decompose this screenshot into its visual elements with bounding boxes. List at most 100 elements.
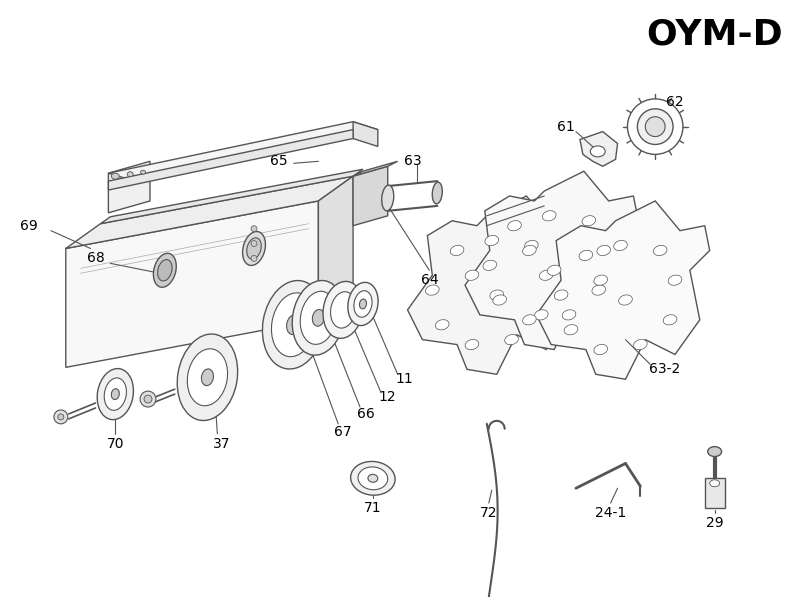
Polygon shape <box>536 201 710 379</box>
Ellipse shape <box>323 281 363 338</box>
Ellipse shape <box>350 461 395 495</box>
Ellipse shape <box>554 290 568 300</box>
Polygon shape <box>705 478 725 508</box>
Text: 72: 72 <box>480 506 498 520</box>
Ellipse shape <box>465 340 478 350</box>
Text: 61: 61 <box>557 119 575 134</box>
Ellipse shape <box>111 389 119 400</box>
Ellipse shape <box>202 369 214 386</box>
Circle shape <box>638 109 673 145</box>
Ellipse shape <box>508 221 522 231</box>
Ellipse shape <box>242 232 266 265</box>
Ellipse shape <box>271 293 316 356</box>
Ellipse shape <box>634 340 647 350</box>
Ellipse shape <box>579 250 593 260</box>
Text: 12: 12 <box>379 390 397 404</box>
Ellipse shape <box>654 245 667 256</box>
Polygon shape <box>108 161 150 213</box>
Ellipse shape <box>178 334 238 421</box>
Ellipse shape <box>594 344 607 355</box>
Ellipse shape <box>348 283 378 326</box>
Ellipse shape <box>286 315 301 335</box>
Ellipse shape <box>618 295 632 305</box>
Text: OYM-D: OYM-D <box>646 17 783 52</box>
Ellipse shape <box>597 245 610 256</box>
Text: 71: 71 <box>364 501 382 515</box>
Circle shape <box>58 414 64 420</box>
Ellipse shape <box>594 275 607 285</box>
Text: 69: 69 <box>20 219 38 233</box>
Ellipse shape <box>104 378 126 410</box>
Circle shape <box>646 117 665 137</box>
Polygon shape <box>66 201 318 367</box>
Ellipse shape <box>158 260 172 281</box>
Circle shape <box>251 241 257 247</box>
Ellipse shape <box>542 211 556 221</box>
Text: 29: 29 <box>706 516 723 530</box>
Ellipse shape <box>592 285 606 295</box>
Circle shape <box>627 99 683 154</box>
Text: 63: 63 <box>404 154 422 169</box>
Ellipse shape <box>330 292 356 328</box>
Ellipse shape <box>432 182 442 204</box>
Ellipse shape <box>564 325 578 335</box>
Polygon shape <box>66 176 353 248</box>
Text: 24-1: 24-1 <box>595 506 626 520</box>
Ellipse shape <box>382 185 394 211</box>
Ellipse shape <box>97 368 134 419</box>
Ellipse shape <box>154 253 176 287</box>
Text: 66: 66 <box>357 407 375 421</box>
Ellipse shape <box>547 265 561 275</box>
Ellipse shape <box>539 270 553 280</box>
Circle shape <box>140 391 156 407</box>
Ellipse shape <box>590 146 605 157</box>
Polygon shape <box>353 166 388 226</box>
Ellipse shape <box>493 295 506 305</box>
Ellipse shape <box>358 467 388 490</box>
Ellipse shape <box>522 245 536 256</box>
Ellipse shape <box>505 335 518 345</box>
Ellipse shape <box>300 292 337 344</box>
Ellipse shape <box>111 173 119 179</box>
Text: 63-2: 63-2 <box>650 362 681 376</box>
Ellipse shape <box>534 310 548 320</box>
Ellipse shape <box>465 270 478 280</box>
Ellipse shape <box>668 275 682 285</box>
Ellipse shape <box>292 280 345 355</box>
Polygon shape <box>580 131 618 166</box>
Ellipse shape <box>708 446 722 457</box>
Text: 68: 68 <box>86 251 104 265</box>
Text: 37: 37 <box>213 437 230 451</box>
Circle shape <box>54 410 68 424</box>
Ellipse shape <box>187 349 227 406</box>
Ellipse shape <box>562 310 576 320</box>
Text: 64: 64 <box>421 273 438 287</box>
Polygon shape <box>101 169 363 224</box>
Circle shape <box>251 256 257 262</box>
Polygon shape <box>108 122 378 181</box>
Ellipse shape <box>522 315 536 325</box>
Ellipse shape <box>426 285 439 295</box>
Ellipse shape <box>246 238 262 259</box>
Ellipse shape <box>359 299 366 309</box>
Ellipse shape <box>483 260 497 271</box>
Ellipse shape <box>354 291 372 317</box>
Ellipse shape <box>435 320 449 330</box>
Ellipse shape <box>450 245 464 256</box>
Polygon shape <box>318 176 353 320</box>
Ellipse shape <box>710 480 720 487</box>
Ellipse shape <box>127 172 133 176</box>
Ellipse shape <box>262 281 325 369</box>
Text: 67: 67 <box>334 425 352 439</box>
Polygon shape <box>353 122 378 146</box>
Polygon shape <box>407 196 581 374</box>
Ellipse shape <box>663 315 677 325</box>
Ellipse shape <box>312 310 325 326</box>
Text: 70: 70 <box>106 437 124 451</box>
Ellipse shape <box>525 241 538 251</box>
Text: 62: 62 <box>666 95 684 109</box>
Ellipse shape <box>490 290 503 300</box>
Text: 11: 11 <box>396 372 414 386</box>
Ellipse shape <box>368 475 378 482</box>
Circle shape <box>144 395 152 403</box>
